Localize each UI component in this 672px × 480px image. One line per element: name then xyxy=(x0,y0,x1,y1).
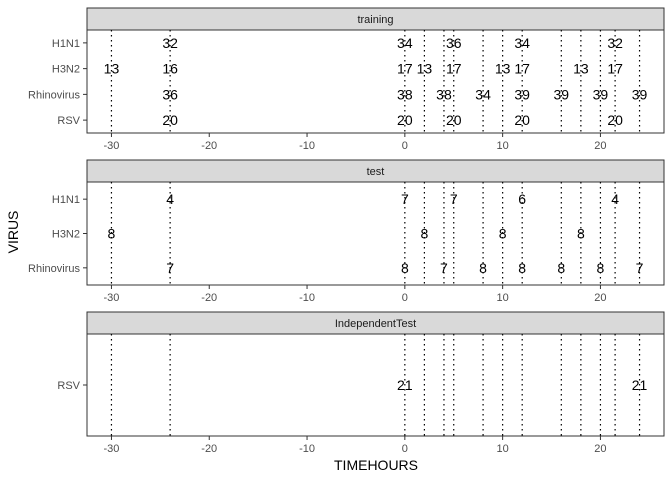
data-label: 38 xyxy=(397,86,413,102)
x-tick-label: -10 xyxy=(299,140,315,152)
x-tick-label: 20 xyxy=(594,140,606,152)
data-label: 17 xyxy=(446,61,462,77)
data-label: 34 xyxy=(514,35,530,51)
x-tick-label: -10 xyxy=(299,443,315,455)
y-tick-label: H1N1 xyxy=(52,38,80,50)
y-tick-label: RSV xyxy=(57,380,80,392)
data-label: 17 xyxy=(607,61,623,77)
data-label: 21 xyxy=(632,377,648,393)
y-tick-label: Rhinovirus xyxy=(28,263,80,275)
x-tick-label: -30 xyxy=(103,140,119,152)
data-label: 39 xyxy=(554,86,570,102)
y-axis-title: VIRUS xyxy=(5,211,21,254)
data-label: 6 xyxy=(518,191,526,207)
data-label: 7 xyxy=(636,260,644,276)
x-tick-label: 10 xyxy=(497,140,509,152)
panels: training H1N1 H3N2 Rhinovirus RSV -30 -20 -10 0 1… xyxy=(28,7,665,455)
data-label: 8 xyxy=(479,260,487,276)
data-label: 20 xyxy=(397,112,413,128)
data-label: 13 xyxy=(495,61,511,77)
data-label: 13 xyxy=(104,61,120,77)
y-tick-label: H1N1 xyxy=(52,194,80,206)
data-label: 8 xyxy=(518,260,526,276)
data-label: 7 xyxy=(440,260,448,276)
x-tick-label: 0 xyxy=(402,140,408,152)
data-label: 4 xyxy=(166,191,174,207)
data-label: 20 xyxy=(607,112,623,128)
data-label: 8 xyxy=(420,226,428,242)
x-tick-label: 10 xyxy=(497,443,509,455)
panel-training: training H1N1 H3N2 Rhinovirus RSV -30 -20 -10 0 1… xyxy=(28,7,665,152)
y-tick-label: RSV xyxy=(57,115,80,127)
y-tick-label: H3N2 xyxy=(52,64,80,76)
x-tick-label: -20 xyxy=(201,292,217,304)
data-label: 20 xyxy=(446,112,462,128)
x-tick-label: 10 xyxy=(497,292,509,304)
data-label: 13 xyxy=(417,61,433,77)
data-label: 8 xyxy=(108,226,116,242)
data-label: 39 xyxy=(593,86,609,102)
x-tick-label: 20 xyxy=(594,443,606,455)
x-tick-label: -30 xyxy=(103,443,119,455)
data-label: 17 xyxy=(514,61,530,77)
data-label: 39 xyxy=(632,86,648,102)
data-label: 34 xyxy=(397,35,413,51)
data-label: 13 xyxy=(573,61,589,77)
data-label: 4 xyxy=(611,191,619,207)
x-tick-label: -10 xyxy=(299,292,315,304)
panel-IndependentTest: IndependentTest RSV -30 -20 -10 0 10 20 21 21 xyxy=(57,311,665,455)
x-tick-label: 0 xyxy=(402,443,408,455)
data-label: 38 xyxy=(436,86,452,102)
data-label: 34 xyxy=(475,86,491,102)
panel-area xyxy=(86,333,665,437)
data-label: 21 xyxy=(397,377,413,393)
data-label: 32 xyxy=(162,35,178,51)
data-label: 7 xyxy=(401,191,409,207)
y-tick-label: Rhinovirus xyxy=(28,89,80,101)
panel-strip-title: test xyxy=(367,166,385,178)
data-label: 20 xyxy=(514,112,530,128)
data-label: 8 xyxy=(577,226,585,242)
panel-area xyxy=(86,181,665,286)
data-label: 7 xyxy=(166,260,174,276)
data-label: 8 xyxy=(401,260,409,276)
data-label: 17 xyxy=(397,61,413,77)
data-label: 20 xyxy=(162,112,178,128)
data-label: 36 xyxy=(446,35,462,51)
data-label: 7 xyxy=(450,191,458,207)
data-label: 32 xyxy=(607,35,623,51)
y-tick-label: H3N2 xyxy=(52,229,80,241)
panel-strip-title: training xyxy=(357,14,393,26)
data-label: 39 xyxy=(514,86,530,102)
panel-strip-title: IndependentTest xyxy=(335,318,416,330)
data-label: 8 xyxy=(499,226,507,242)
data-label: 36 xyxy=(162,86,178,102)
x-tick-label: 0 xyxy=(402,292,408,304)
data-label: 8 xyxy=(557,260,565,276)
x-tick-label: -20 xyxy=(201,443,217,455)
x-axis-title: TIMEHOURS xyxy=(334,457,418,473)
panel-test: test H1N1 H3N2 Rhinovirus -30 -20 -10 0 10 20 4 7 7 6… xyxy=(28,159,665,304)
x-tick-label: -30 xyxy=(103,292,119,304)
data-label: 8 xyxy=(597,260,605,276)
data-label: 16 xyxy=(162,61,178,77)
x-tick-label: 20 xyxy=(594,292,606,304)
panel-area xyxy=(86,29,665,134)
x-tick-label: -20 xyxy=(201,140,217,152)
